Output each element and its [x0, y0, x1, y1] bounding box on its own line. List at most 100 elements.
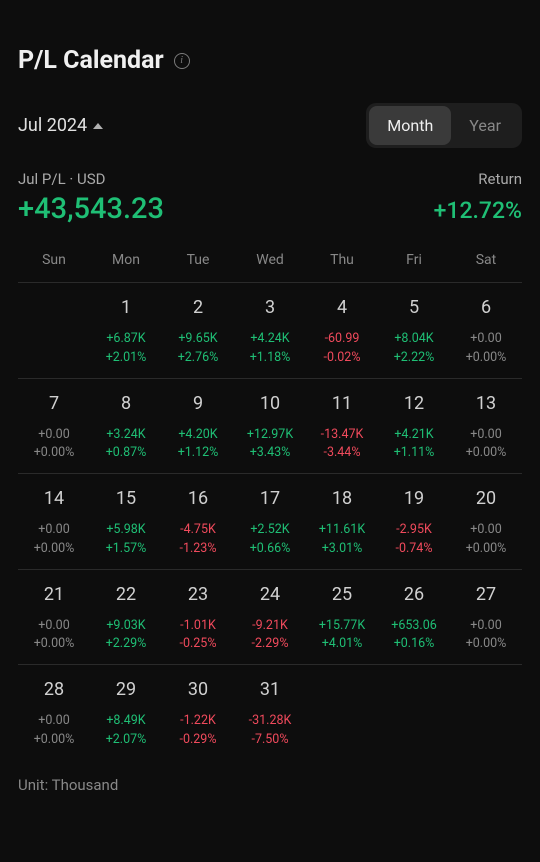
day-number: 3 — [265, 297, 275, 318]
day-number: 11 — [332, 393, 352, 414]
day-cell[interactable]: 24-9.21K-2.29% — [234, 570, 306, 666]
day-percent: -2.29% — [252, 635, 289, 654]
day-cell — [450, 665, 522, 760]
day-number: 5 — [409, 297, 419, 318]
day-amount: +9.03K — [106, 617, 145, 636]
day-cell[interactable]: 23-1.01K-0.25% — [162, 570, 234, 666]
weekday-label: Thu — [306, 252, 378, 268]
weekday-label: Wed — [234, 252, 306, 268]
day-amount: +5.98K — [106, 521, 145, 540]
day-cell[interactable]: 27 +0.00+0.00% — [450, 570, 522, 666]
day-number: 22 — [116, 584, 136, 605]
day-amount: +4.21K — [394, 426, 433, 445]
day-amount: -31.28K — [249, 712, 292, 731]
day-cell[interactable]: 8+3.24K+0.87% — [90, 379, 162, 475]
day-percent: -0.02% — [324, 349, 361, 368]
day-percent: +0.00% — [466, 540, 507, 559]
day-cell — [378, 665, 450, 760]
day-cell[interactable]: 5+8.04K+2.22% — [378, 283, 450, 379]
day-cell[interactable]: 28+0.00+0.00% — [18, 665, 90, 760]
day-amount: +653.06 — [391, 617, 437, 636]
day-number: 29 — [116, 679, 136, 700]
day-percent: +4.01% — [322, 635, 363, 654]
day-number: 9 — [193, 393, 203, 414]
day-cell[interactable]: 13+0.00+0.00% — [450, 379, 522, 475]
page-title: P/L Calendar — [18, 46, 164, 75]
day-cell[interactable]: 25+15.77K+4.01% — [306, 570, 378, 666]
day-amount: -1.01K — [180, 617, 216, 636]
day-cell[interactable]: 6+0.00+0.00% — [450, 283, 522, 379]
day-number: 21 — [44, 584, 64, 605]
day-number: 28 — [44, 679, 64, 700]
day-number: 20 — [476, 488, 496, 509]
day-cell[interactable]: 1+6.87K+2.01% — [90, 283, 162, 379]
day-cell[interactable]: 31 -31.28K-7.50% — [234, 665, 306, 760]
day-number: 16 — [188, 488, 208, 509]
day-percent: +0.00% — [34, 444, 75, 463]
day-number: 27 — [476, 584, 496, 605]
day-percent: -0.25% — [180, 635, 217, 654]
return-label: Return — [478, 170, 522, 188]
day-amount: +3.24K — [106, 426, 145, 445]
day-cell[interactable]: 30-1.22K-0.29% — [162, 665, 234, 760]
day-cell[interactable]: 11-13.47K-3.44% — [306, 379, 378, 475]
day-percent: +1.12% — [178, 444, 219, 463]
day-percent: +2.01% — [106, 349, 147, 368]
day-cell[interactable]: 14+0.00+0.00% — [18, 474, 90, 570]
day-percent: -1.23% — [180, 540, 217, 559]
day-amount: -60.99 — [325, 330, 360, 349]
day-cell[interactable]: 17+2.52K+0.66% — [234, 474, 306, 570]
day-amount: +0.00 — [470, 617, 501, 636]
day-percent: +2.22% — [394, 349, 435, 368]
day-number: 13 — [476, 393, 496, 414]
toggle-month[interactable]: Month — [369, 106, 451, 145]
day-cell[interactable]: 12+4.21K+1.11% — [378, 379, 450, 475]
day-percent: +0.00% — [466, 444, 507, 463]
day-cell[interactable]: 18+11.61K+3.01% — [306, 474, 378, 570]
day-number: 31 — [260, 679, 280, 700]
day-cell[interactable]: 15+5.98K+1.57% — [90, 474, 162, 570]
day-percent: -7.50% — [252, 731, 289, 750]
day-cell[interactable]: 10+12.97K+3.43% — [234, 379, 306, 475]
day-number: 15 — [116, 488, 136, 509]
day-cell[interactable]: 20 +0.00+0.00% — [450, 474, 522, 570]
view-toggle: Month Year — [366, 103, 522, 148]
day-number: 26 — [404, 584, 424, 605]
day-cell[interactable]: 29+8.49K+2.07% — [90, 665, 162, 760]
day-cell[interactable]: 2+9.65K+2.76% — [162, 283, 234, 379]
day-percent: +0.66% — [250, 540, 291, 559]
day-amount: +0.00 — [470, 521, 501, 540]
day-percent: +2.07% — [106, 731, 147, 750]
day-cell[interactable]: 22 +9.03K+2.29% — [90, 570, 162, 666]
day-percent: -3.44% — [324, 444, 361, 463]
weekday-label: Sun — [18, 252, 90, 268]
day-percent: +0.00% — [34, 731, 75, 750]
day-cell[interactable]: 7+0.00+0.00% — [18, 379, 90, 475]
day-amount: +0.00 — [38, 521, 69, 540]
weekday-label: Sat — [450, 252, 522, 268]
day-percent: +0.00% — [466, 635, 507, 654]
day-amount: +2.52K — [250, 521, 289, 540]
day-cell[interactable]: 16-4.75K-1.23% — [162, 474, 234, 570]
day-amount: +9.65K — [178, 330, 217, 349]
day-number: 10 — [260, 393, 280, 414]
info-icon[interactable]: i — [174, 53, 190, 69]
day-cell[interactable]: 26+653.06+0.16% — [378, 570, 450, 666]
day-amount: +12.97K — [247, 426, 293, 445]
day-number: 24 — [260, 584, 280, 605]
day-amount: +4.24K — [250, 330, 289, 349]
day-cell[interactable]: 9+4.20K+1.12% — [162, 379, 234, 475]
period-selector[interactable]: Jul 2024 — [18, 115, 103, 136]
day-cell — [306, 665, 378, 760]
toggle-year[interactable]: Year — [451, 106, 519, 145]
day-cell[interactable]: 4-60.99-0.02% — [306, 283, 378, 379]
day-cell[interactable]: 19-2.95K-0.74% — [378, 474, 450, 570]
chevron-up-icon — [93, 123, 103, 129]
pl-label: Jul P/L · USD — [18, 170, 105, 188]
day-cell[interactable]: 3+4.24K+1.18% — [234, 283, 306, 379]
day-number: 30 — [188, 679, 208, 700]
day-cell[interactable]: 21+0.00+0.00% — [18, 570, 90, 666]
day-percent: +2.29% — [106, 635, 147, 654]
day-percent: +3.01% — [322, 540, 363, 559]
unit-label: Unit: Thousand — [18, 776, 522, 794]
